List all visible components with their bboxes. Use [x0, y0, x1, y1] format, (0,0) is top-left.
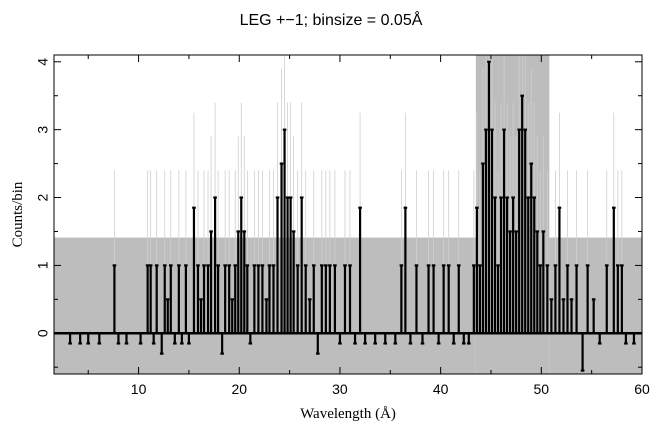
- y-tick-label: 4: [35, 58, 51, 66]
- y-tick-label: 1: [35, 261, 51, 269]
- x-axis-label: Wavelength (Å): [300, 406, 396, 422]
- y-tick-label: 3: [35, 126, 51, 134]
- x-tick-label: 10: [131, 381, 147, 397]
- x-tick-label: 60: [634, 381, 650, 397]
- error-band-layer: [54, 55, 642, 374]
- y-tick-label: 2: [35, 193, 51, 201]
- series-layer: [68, 60, 636, 372]
- y-axis-label: Counts/bin: [10, 181, 26, 247]
- x-tick-label: 20: [231, 381, 247, 397]
- tick-layer: 10 20 30 40 50 60 0 1 2 3 4: [35, 55, 650, 397]
- x-tick-label: 30: [332, 381, 348, 397]
- error-band-region: [549, 237, 642, 374]
- error-band-region: [54, 237, 476, 374]
- x-tick-label: 50: [534, 381, 550, 397]
- plot-frame: [53, 54, 643, 375]
- y-tick-label: 0: [35, 329, 51, 337]
- x-tick-label: 40: [433, 381, 449, 397]
- chart-title: LEG +−1; binsize = 0.05Å: [240, 10, 423, 29]
